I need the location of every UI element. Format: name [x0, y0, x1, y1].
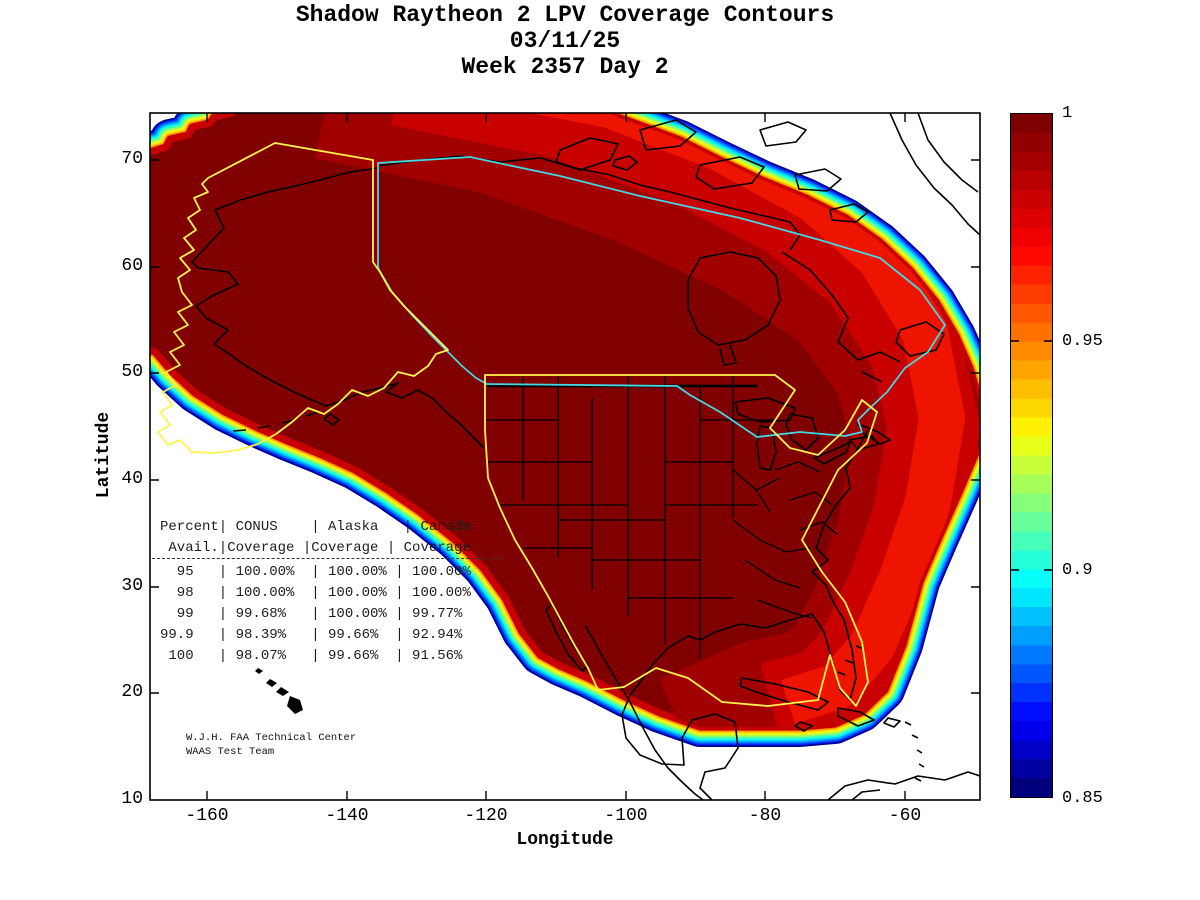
- alaska-coastline: [191, 167, 485, 449]
- hudson-bay: [687, 251, 781, 366]
- y-tick-label: 70: [121, 149, 143, 169]
- caribbean-islands: [739, 645, 925, 782]
- arctic-islands: [555, 119, 869, 223]
- us-state-borders: [485, 375, 839, 658]
- colorbar-ticks: [1011, 340, 1052, 571]
- greenland-coastline: [889, 113, 980, 236]
- x-tick-label: -100: [604, 806, 648, 826]
- table-header-line: Avail.|Coverage |Coverage | Coverage: [160, 540, 471, 556]
- x-axis-label: Longitude: [516, 830, 614, 850]
- plot-frame: [149, 112, 981, 801]
- y-tick-label: 30: [121, 576, 143, 596]
- south-america-coastline: [827, 771, 980, 800]
- hawaii-islands: [255, 668, 303, 714]
- mexico-coastline: [545, 602, 739, 800]
- chart-week-day: Week 2357 Day 2: [461, 54, 669, 80]
- x-tick-label: -80: [748, 806, 782, 826]
- chart-title: Shadow Raytheon 2 LPV Coverage Contours: [295, 2, 835, 28]
- y-tick-label: 10: [121, 789, 143, 809]
- table-row: 99 | 99.68% | 100.00% | 99.77%: [160, 606, 463, 622]
- conus-service-volume-boundary: [484, 374, 878, 707]
- table-header-line: Percent| CONUS | Alaska | Canada: [160, 519, 471, 535]
- table-row: 100 | 98.07% | 99.66% | 91.56%: [160, 648, 463, 664]
- credit-line: WAAS Test Team: [186, 746, 275, 758]
- x-tick-label: -120: [464, 806, 508, 826]
- table-row: 98 | 100.00% | 100.00% | 100.00%: [160, 585, 471, 601]
- table-row: 99.9 | 98.39% | 99.66% | 92.94%: [160, 627, 463, 643]
- x-tick-label: -140: [325, 806, 369, 826]
- colorbar-tick-label: 0.95: [1062, 332, 1103, 351]
- y-tick-label: 50: [121, 362, 143, 382]
- great-lakes: [734, 397, 879, 471]
- colorbar-tick-label: 0.85: [1062, 789, 1103, 808]
- y-tick-label: 60: [121, 256, 143, 276]
- chart-date: 03/11/25: [509, 28, 621, 54]
- y-tick-label: 20: [121, 682, 143, 702]
- axis-ticks: [150, 113, 980, 800]
- colorbar: [1010, 113, 1053, 798]
- colorbar-tick-label: 1: [1062, 104, 1073, 123]
- x-tick-label: -60: [888, 806, 922, 826]
- table-separator: [152, 558, 504, 559]
- y-axis-label: Latitude: [94, 411, 114, 499]
- y-tick-label: 40: [121, 469, 143, 489]
- table-row: 95 | 100.00% | 100.00% | 100.00%: [160, 564, 471, 580]
- colorbar-tick-label: 0.9: [1062, 561, 1093, 580]
- credit-line: W.J.H. FAA Technical Center: [186, 732, 357, 744]
- canada-service-volume-boundary: [377, 156, 946, 438]
- alaska-service-volume-boundary: [157, 142, 449, 454]
- east-canada-coastline: [781, 251, 945, 445]
- x-tick-label: -160: [185, 806, 229, 826]
